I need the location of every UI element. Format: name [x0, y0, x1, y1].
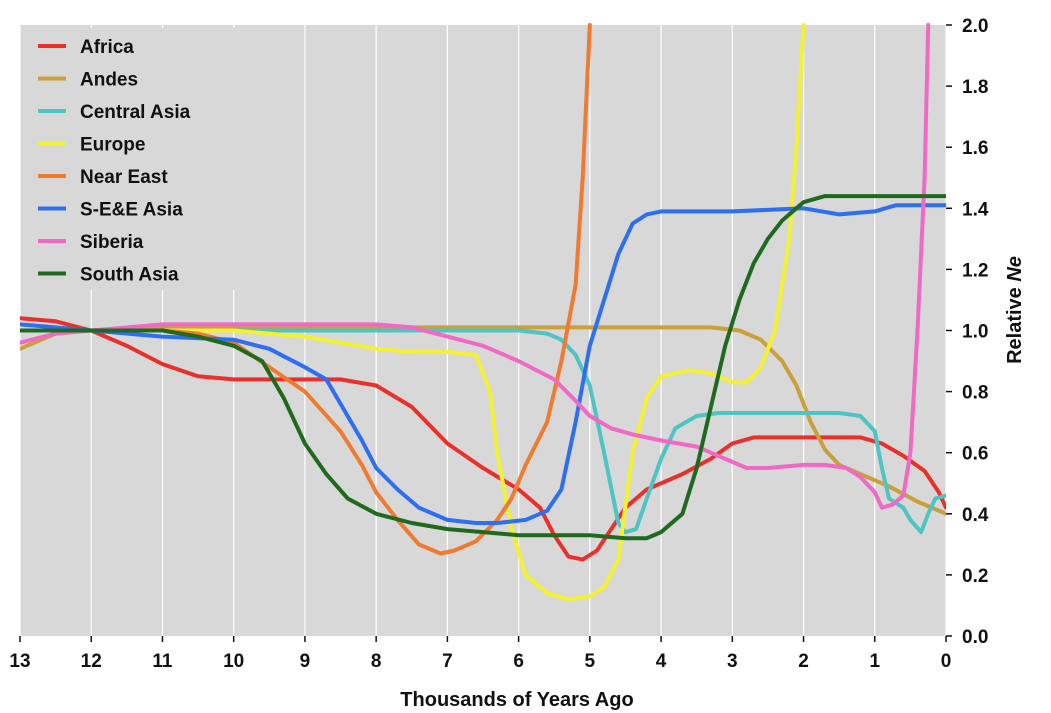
x-tick-label-4: 4 [656, 651, 667, 672]
y-axis-title-prefix: Relative [1004, 282, 1026, 364]
legend-label-south-asia: South Asia [80, 265, 179, 286]
legend-label-siberia: Siberia [80, 232, 144, 253]
x-tick-label-7: 7 [442, 651, 453, 672]
x-tick-label-5: 5 [585, 651, 596, 672]
x-tick-label-0: 0 [941, 651, 952, 672]
x-tick-label-3: 3 [727, 651, 738, 672]
series-line-africa [20, 316, 946, 562]
y-axis-title-ne: Ne [1004, 256, 1026, 282]
x-tick-label-6: 6 [513, 651, 524, 672]
legend-label-near-east: Near East [80, 167, 168, 188]
y-tick-label-0.2: 0.2 [962, 566, 988, 587]
y-axis-ticks: 0.0 0.2 0.4 0.6 0.8 1.0 1.2 1.4 1.6 1.8 2.0 [946, 16, 989, 648]
x-tick-label-13: 13 [9, 651, 30, 672]
y-tick-label-0.0: 0.0 [962, 627, 988, 648]
x-tick-label-8: 8 [371, 651, 382, 672]
x-tick-label-11: 11 [152, 651, 173, 672]
x-tick-label-1: 1 [869, 651, 880, 672]
legend-label-s-e-e-asia: S-E&E Asia [80, 200, 183, 221]
series-line-siberia [20, 23, 931, 510]
series-line-central-asia [20, 328, 946, 535]
x-tick-label-2: 2 [798, 651, 809, 672]
x-axis-title: Thousands of Years Ago [400, 689, 633, 711]
series-line-south-asia [20, 194, 946, 541]
y-tick-label-1.8: 1.8 [962, 77, 988, 98]
legend-label-central-asia: Central Asia [80, 102, 191, 123]
x-axis-ticks: 13 12 11 10 9 8 7 6 5 4 3 2 1 0 [9, 636, 951, 672]
x-tick-label-9: 9 [300, 651, 311, 672]
x-tick-label-12: 12 [81, 651, 102, 672]
x-tick-label-10: 10 [223, 651, 244, 672]
legend-label-andes: Andes [80, 70, 138, 91]
y-axis-title: Relative Ne [1004, 256, 1026, 364]
series-line-s-e-e-asia [20, 203, 946, 525]
y-tick-label-1.2: 1.2 [962, 260, 988, 281]
series-line-europe [20, 23, 806, 602]
legend-label-africa: Africa [80, 37, 134, 58]
y-tick-label-1.4: 1.4 [962, 199, 989, 220]
y-tick-label-1.6: 1.6 [962, 138, 988, 159]
series-lines [20, 23, 946, 602]
y-tick-label-2.0: 2.0 [962, 16, 988, 37]
legend: Africa Andes Central Asia Europe Near East S-… [24, 28, 239, 290]
y-tick-label-0.8: 0.8 [962, 383, 988, 404]
y-tick-label-0.4: 0.4 [962, 505, 989, 526]
legend-label-europe: Europe [80, 135, 145, 156]
y-tick-label-1.0: 1.0 [962, 322, 988, 343]
y-tick-label-0.6: 0.6 [962, 444, 988, 465]
legend-box [24, 28, 239, 290]
